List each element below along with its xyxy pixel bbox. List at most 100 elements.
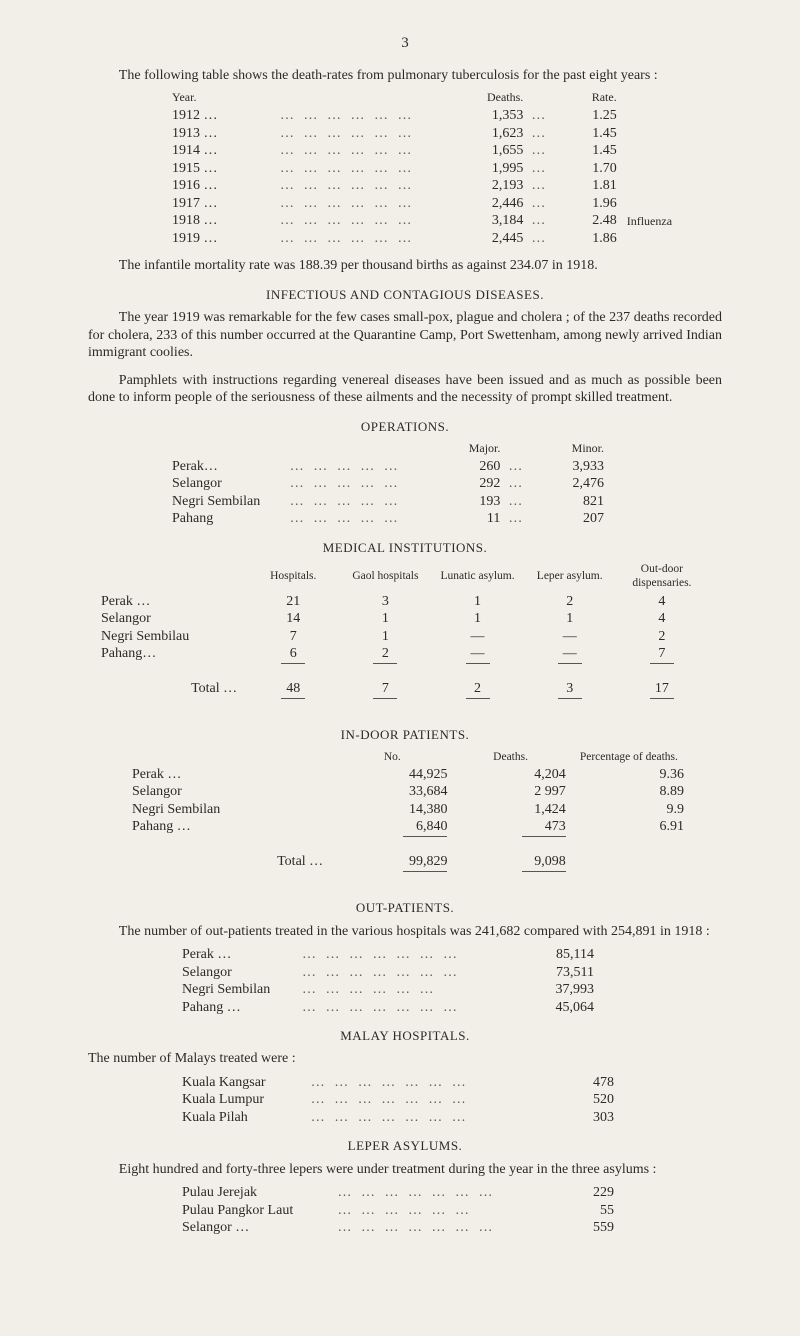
table-header-row: Year. Deaths. Rate. — [168, 90, 688, 107]
leader-dots: … … … … … — [286, 493, 432, 511]
infectious-heading: INFECTIOUS AND CONTAGIOUS DISEASES. — [88, 287, 722, 303]
rate-cell: 1.25 — [558, 107, 621, 125]
leader-dots: … … … … … — [286, 458, 432, 476]
rate-cell: 1.70 — [558, 160, 621, 178]
year-cell: 1912 … — [168, 107, 276, 125]
num-cell: 37,993 — [505, 981, 598, 999]
leader-dots: … — [504, 458, 535, 476]
header-major: Major. — [431, 441, 504, 458]
leader-dots: … … … … … … … — [333, 1219, 550, 1237]
leader-dots: … … … … … … … — [307, 1109, 540, 1127]
table-row: Selangor141114 — [98, 610, 708, 628]
leader-dots: … … … … … … … — [298, 964, 505, 982]
num-cell: 99,829 — [333, 853, 451, 871]
table-row: 1913 …… … … … … …1,623…1.45 — [168, 125, 688, 143]
note-cell: Influenza — [621, 212, 688, 230]
rule-icon — [522, 836, 566, 837]
region-cell: Negri Sembilan — [178, 981, 298, 999]
table-row: Selangor …… … … … … … …559 — [178, 1219, 618, 1237]
leader-dots: … … … … … — [286, 510, 432, 528]
deaths-cell: 2,193 — [449, 177, 527, 195]
table-row: 1919 …… … … … … …2,445…1.86 — [168, 230, 688, 248]
year-cell: 1917 … — [168, 195, 276, 213]
intro-paragraph: The following table shows the death-rate… — [88, 67, 722, 85]
leader-dots: … … … … … … — [333, 1202, 550, 1220]
region-cell: Negri Sembilan — [128, 801, 333, 819]
leader-dots: … … … … … … … — [307, 1091, 540, 1109]
table-row: Perak …44,9254,2049.36 — [128, 766, 688, 784]
leader-dots: … … … … … … — [276, 195, 449, 213]
mortality-paragraph: The infantile mortality rate was 188.39 … — [88, 257, 722, 275]
year-cell: 1914 … — [168, 142, 276, 160]
num-cell: 73,511 — [505, 964, 598, 982]
rule-icon — [466, 698, 490, 699]
header-no: No. — [333, 750, 451, 766]
num-cell: 3 — [524, 680, 616, 698]
leader-dots: … … … … … … — [276, 160, 449, 178]
table-row: Pahang …… … … … … … …45,064 — [178, 999, 598, 1017]
rate-cell: 1.96 — [558, 195, 621, 213]
note-cell — [621, 160, 688, 178]
header-rate: Rate. — [558, 90, 621, 107]
num-cell: — — [431, 628, 523, 646]
num-cell: 1 — [524, 610, 616, 628]
leader-dots: … — [527, 177, 557, 195]
rule-icon — [558, 698, 582, 699]
table-header-row: Hospitals. Gaol hospitals Lunatic asylum… — [98, 562, 708, 593]
num-cell: 6 — [247, 645, 339, 663]
num-cell: — — [431, 645, 523, 663]
num-cell: 9.36 — [570, 766, 688, 784]
num-cell: 1 — [431, 593, 523, 611]
region-cell: Kuala Kangsar — [178, 1074, 307, 1092]
table-header-row: Major. Minor. — [168, 441, 608, 458]
table-row: Pulau Jerejak… … … … … … …229 — [178, 1184, 618, 1202]
leader-dots: … — [504, 493, 535, 511]
table-row: Pahang …6,8404736.91 — [128, 818, 688, 836]
table-row: 1918 …… … … … … …3,184…2.48Influenza — [168, 212, 688, 230]
major-cell: 11 — [431, 510, 504, 528]
region-cell: Selangor — [98, 610, 247, 628]
indoor-patients-table: No. Deaths. Percentage of deaths. Perak … — [128, 750, 688, 889]
infectious-paragraph: The year 1919 was remarkable for the few… — [88, 309, 722, 362]
rule-icon — [281, 663, 305, 664]
malay-hospitals-table: Kuala Kangsar… … … … … … …478 Kuala Lump… — [178, 1074, 618, 1127]
num-cell: 7 — [616, 645, 708, 663]
num-cell: 44,925 — [333, 766, 451, 784]
leader-dots: … … … … … … … — [307, 1074, 540, 1092]
table-row: Kuala Lumpur… … … … … … …520 — [178, 1091, 618, 1109]
num-cell: 2 — [431, 680, 523, 698]
medical-institutions-heading: MEDICAL INSTITUTIONS. — [88, 540, 722, 556]
num-cell: 2 — [339, 645, 431, 663]
note-cell — [621, 195, 688, 213]
num-cell: 6.91 — [570, 818, 688, 836]
table-row: Kuala Kangsar… … … … … … …478 — [178, 1074, 618, 1092]
leader-dots: … … … … … … … — [333, 1184, 550, 1202]
num-cell: 1,424 — [451, 801, 569, 819]
header-leper: Leper asylum. — [524, 562, 616, 593]
rule-icon — [403, 871, 447, 872]
pamphlet-paragraph: Pamphlets with instructions regarding ve… — [88, 372, 722, 407]
leader-dots: … … … … … … — [276, 177, 449, 195]
region-cell: Pulau Pangkor Laut — [178, 1202, 333, 1220]
num-cell: 33,684 — [333, 783, 451, 801]
leader-dots: … … … … … … — [276, 212, 449, 230]
leper-paragraph: Eight hundred and forty-three lepers wer… — [88, 1161, 722, 1179]
leader-dots: … … … … … … — [276, 107, 449, 125]
region-cell: Pahang — [168, 510, 286, 528]
leader-dots: … … … … … … — [276, 125, 449, 143]
leader-dots: … … … … … … — [276, 230, 449, 248]
major-cell: 260 — [431, 458, 504, 476]
num-cell: 85,114 — [505, 946, 598, 964]
table-row: Selangor… … … … … … …73,511 — [178, 964, 598, 982]
header-lunatic: Lunatic asylum. — [431, 562, 523, 593]
leader-dots: … — [527, 195, 557, 213]
num-cell: 229 — [550, 1184, 618, 1202]
num-cell: 1 — [339, 628, 431, 646]
note-cell — [621, 142, 688, 160]
leader-dots: … … … … … — [286, 475, 432, 493]
num-cell: 4 — [616, 593, 708, 611]
region-cell: Selangor — [178, 964, 298, 982]
table-row: 1912 …… … … … … …1,353…1.25 — [168, 107, 688, 125]
header-pct: Percentage of deaths. — [570, 750, 688, 766]
table-row: Kuala Pilah… … … … … … …303 — [178, 1109, 618, 1127]
